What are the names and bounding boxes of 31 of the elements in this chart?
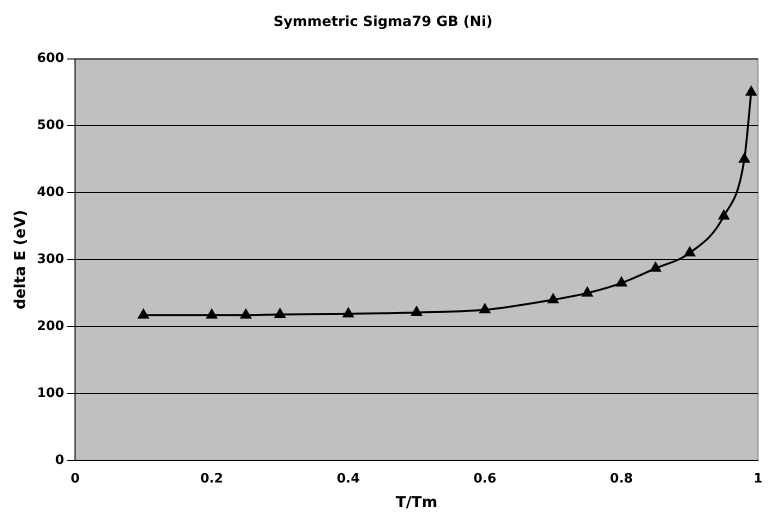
point [650,262,661,272]
x-axis-title: T/Tm [396,492,438,511]
point [616,277,627,287]
x-tick-label: 0.2 [200,472,224,487]
y-tick-label: 200 [36,318,64,334]
point [746,86,756,96]
x-tick-label: 1 [753,472,763,487]
y-tick-label: 300 [36,252,64,267]
y-tick-label: 0 [55,452,64,468]
x-tick-label: 0 [70,472,80,487]
point [739,153,750,163]
point [138,309,149,319]
x-tick-label: 0.8 [610,472,633,487]
point [548,294,558,304]
point [274,308,286,318]
y-tick-label: 500 [36,118,64,134]
point [582,287,593,297]
point [480,304,490,314]
y-axis-title: delta E (eV) [10,210,29,310]
point [411,306,422,316]
y-tick-label: 600 [36,51,64,66]
x-tick-label: 0.4 [336,472,360,487]
x-tick-label: 0.6 [473,472,496,487]
point [240,309,252,319]
y-tick-label: 100 [36,386,64,401]
point [718,210,730,220]
point [684,246,696,256]
point [206,309,218,319]
y-tick-label: 400 [36,185,64,200]
chart-title: Symmetric Sigma79 GB (Ni) [273,14,493,30]
point [342,308,354,318]
